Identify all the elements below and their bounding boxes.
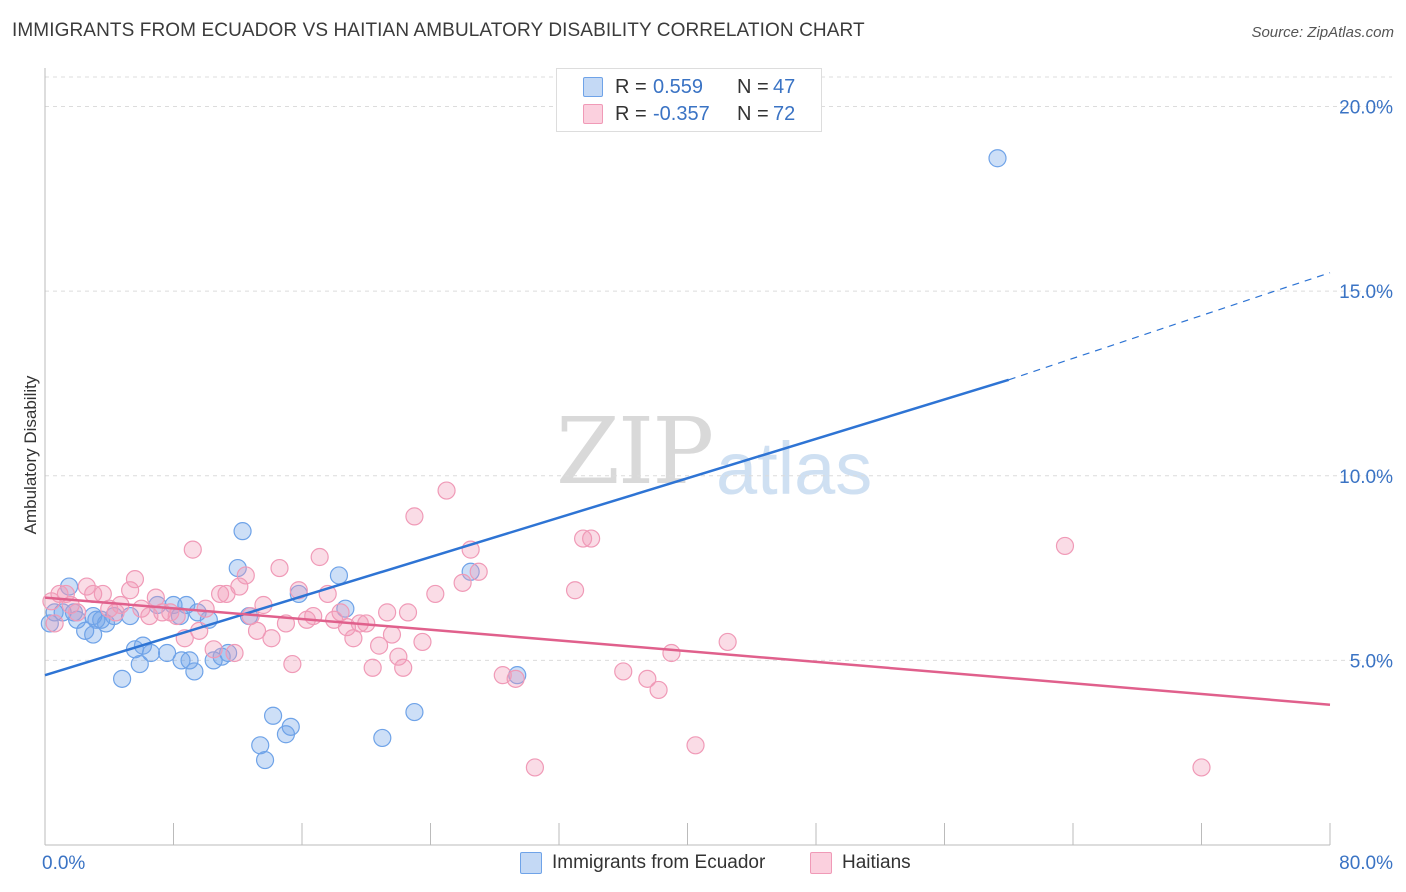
legend-swatch-haitians — [583, 104, 603, 124]
bottom-legend-label-ecuador: Immigrants from Ecuador — [552, 852, 766, 873]
data-point-ecuador — [40, 614, 59, 633]
bottom-legend-label-haitians: Haitians — [842, 852, 911, 873]
data-point-haitians — [121, 581, 140, 600]
data-point-haitians — [426, 584, 445, 604]
data-point-haitians — [405, 507, 424, 526]
data-point-haitians — [437, 481, 456, 500]
data-point-ecuador — [112, 669, 132, 688]
data-point-haitians — [363, 658, 382, 677]
data-point-haitians — [183, 540, 202, 559]
data-point-ecuador — [87, 610, 106, 629]
data-point-haitians — [565, 581, 585, 600]
data-point-haitians — [270, 558, 289, 578]
stats-legend: R = 0.559 N = 47 R = -0.357 N = 72 — [556, 68, 822, 132]
data-point-haitians — [289, 581, 308, 600]
legend-n-value: 72 — [773, 102, 796, 125]
legend-r-value: -0.357 — [653, 102, 710, 125]
legend-n-label: N = — [737, 75, 769, 98]
data-point-haitians — [77, 577, 96, 596]
data-point-ecuador — [141, 643, 161, 663]
data-point-haitians — [1192, 758, 1211, 777]
data-point-ecuador — [988, 149, 1007, 168]
data-point-ecuador — [263, 706, 283, 725]
trend-line-extension-ecuador — [1008, 272, 1331, 381]
data-point-ecuador — [157, 643, 177, 663]
data-point-haitians — [582, 529, 601, 548]
data-point-haitians — [413, 632, 432, 652]
bottom-legend-haitians: Haitians — [810, 852, 911, 874]
data-point-ecuador — [373, 728, 392, 748]
legend-r-value: 0.559 — [653, 75, 704, 98]
legend-n-label: N = — [737, 102, 769, 125]
data-point-ecuador — [219, 643, 238, 663]
watermark-zip: ZIP — [556, 398, 714, 505]
trend-line-ecuador — [44, 378, 1010, 677]
data-point-ecuador — [233, 522, 252, 541]
trend-line-haitians — [44, 596, 1331, 706]
data-point-haitians — [394, 658, 413, 677]
data-point-haitians — [389, 647, 408, 666]
data-point-haitians — [1055, 536, 1075, 556]
data-point-haitians — [236, 566, 255, 585]
data-point-haitians — [453, 573, 472, 592]
y-tick-label: 15.0% — [1339, 282, 1393, 303]
legend-r-label: R = — [615, 75, 647, 98]
data-point-haitians — [469, 562, 488, 581]
y-axis-label: Ambulatory Disability — [21, 375, 40, 535]
chart-source: Source: ZipAtlas.com — [1251, 24, 1394, 41]
y-tick-label: 20.0% — [1339, 98, 1393, 119]
data-point-ecuador — [255, 750, 275, 770]
bottom-legend-swatch-ecuador — [520, 852, 542, 874]
data-point-haitians — [68, 603, 87, 622]
data-point-haitians — [614, 662, 633, 681]
data-point-haitians — [125, 570, 145, 589]
legend-row-haitians: R = -0.357 N = 72 — [557, 100, 795, 128]
data-point-haitians — [310, 547, 329, 567]
data-point-ecuador — [281, 717, 300, 736]
y-tick-label: 10.0% — [1339, 467, 1393, 488]
data-point-haitians — [662, 643, 681, 663]
data-point-ecuador — [130, 654, 149, 674]
bottom-legend-ecuador: Immigrants from Ecuador — [520, 852, 765, 874]
data-point-haitians — [370, 636, 389, 655]
data-point-haitians — [283, 654, 302, 674]
data-point-haitians — [525, 758, 545, 777]
data-point-haitians — [210, 584, 230, 604]
data-point-ecuador — [329, 566, 349, 585]
data-point-ecuador — [180, 651, 199, 670]
data-point-haitians — [204, 640, 223, 659]
data-point-haitians — [225, 643, 244, 663]
legend-swatch-ecuador — [583, 77, 603, 97]
data-point-haitians — [230, 577, 249, 596]
data-point-haitians — [196, 599, 215, 618]
data-point-ecuador — [405, 702, 424, 722]
data-point-haitians — [718, 632, 737, 652]
data-point-haitians — [506, 669, 525, 688]
y-tick-label: 5.0% — [1350, 651, 1393, 672]
legend-row-ecuador: R = 0.559 N = 47 — [557, 73, 795, 101]
data-point-haitians — [382, 625, 402, 644]
legend-r-label: R = — [615, 102, 647, 125]
data-point-haitians — [262, 629, 281, 648]
data-point-haitians — [638, 669, 657, 688]
data-point-haitians — [45, 614, 64, 633]
data-point-haitians — [649, 680, 668, 700]
data-point-haitians — [378, 603, 397, 622]
x-tick-label: 80.0% — [1339, 853, 1393, 874]
bottom-legend-swatch-haitians — [810, 852, 832, 874]
data-point-haitians — [247, 621, 267, 640]
data-point-haitians — [686, 736, 705, 755]
data-point-haitians — [398, 603, 418, 622]
data-point-ecuador — [185, 662, 204, 681]
watermark-atlas: atlas — [716, 427, 873, 510]
legend-n-value: 47 — [773, 75, 796, 98]
data-point-ecuador — [84, 625, 103, 644]
x-tick-label: 0.0% — [42, 853, 85, 874]
chart-title: IMMIGRANTS FROM ECUADOR VS HAITIAN AMBUL… — [12, 20, 865, 41]
data-point-haitians — [304, 606, 323, 626]
